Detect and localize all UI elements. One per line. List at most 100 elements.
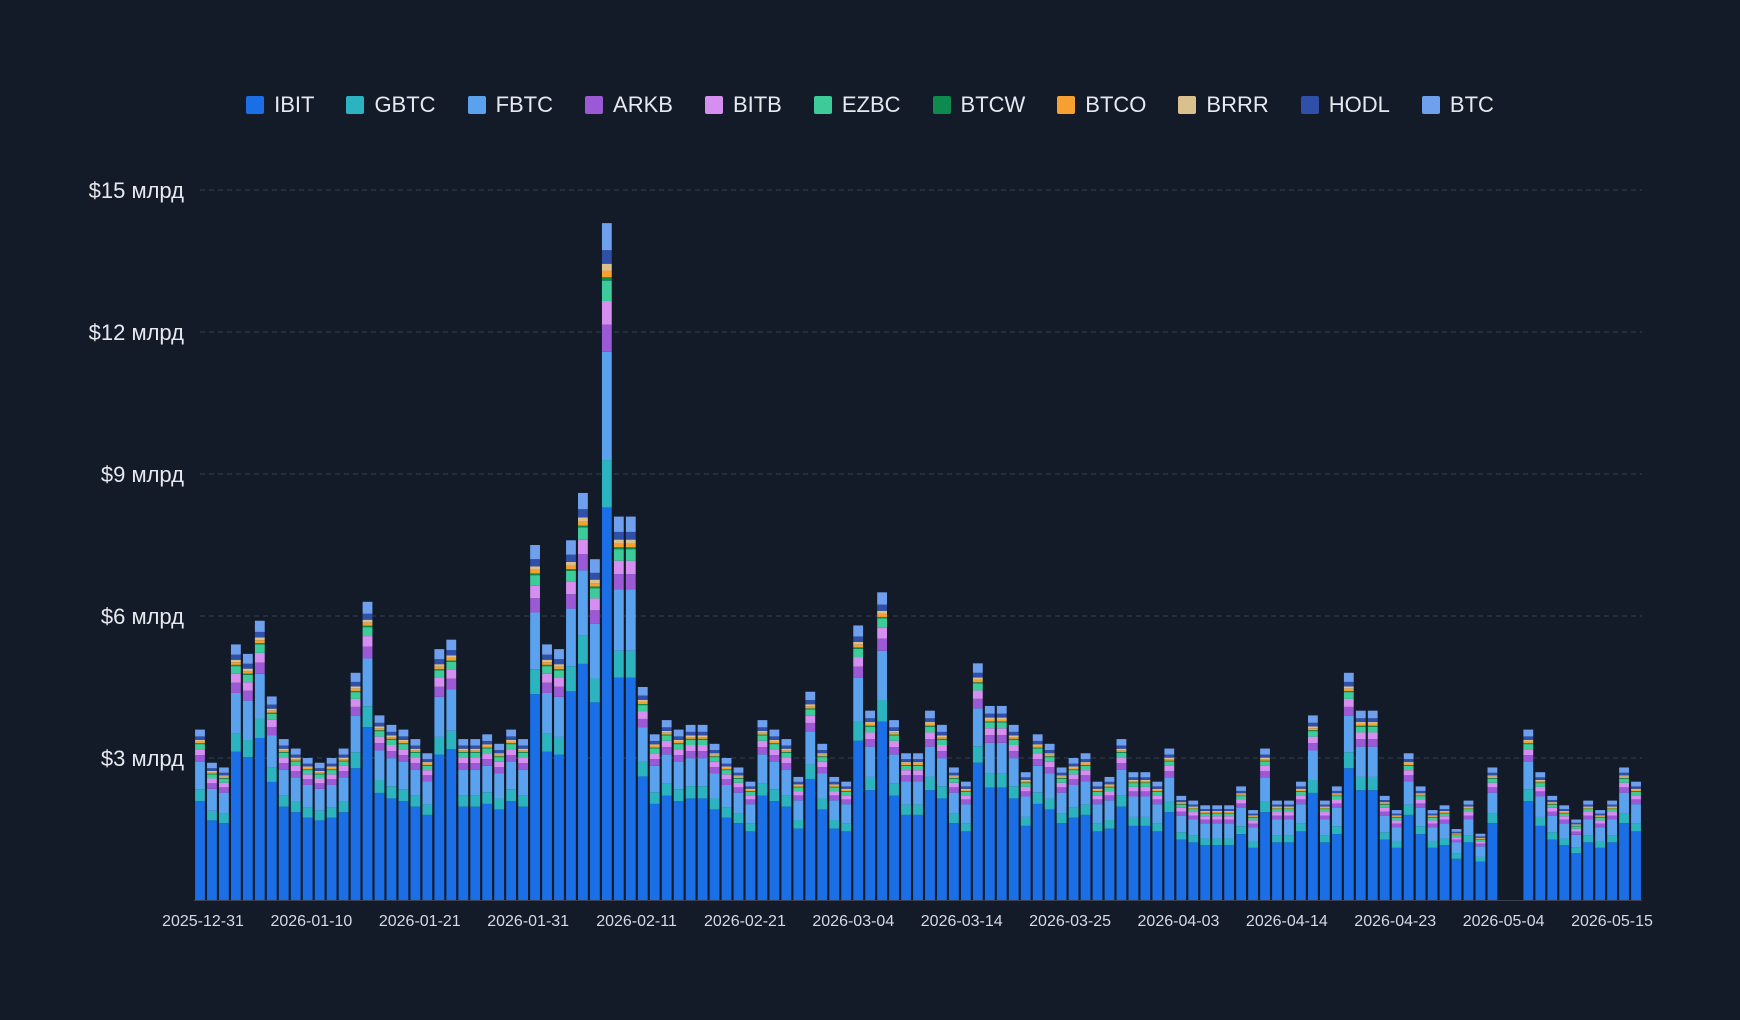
bar-stack[interactable]: [817, 743, 828, 900]
bar-stack[interactable]: [1559, 805, 1570, 900]
bar-stack[interactable]: [482, 734, 493, 900]
bar-stack[interactable]: [518, 739, 528, 900]
legend-item-btcw[interactable]: BTCW: [932, 92, 1025, 118]
bar-stack[interactable]: [1355, 710, 1366, 900]
bar-stack[interactable]: [673, 729, 684, 900]
bar-stack[interactable]: [1020, 772, 1031, 900]
bar-stack[interactable]: [829, 776, 840, 900]
bar-stack[interactable]: [374, 715, 385, 900]
bar-stack[interactable]: [1427, 810, 1438, 900]
bar-stack[interactable]: [1547, 795, 1558, 900]
bar-stack[interactable]: [601, 223, 612, 900]
bar-stack[interactable]: [1535, 772, 1546, 900]
bar-stack[interactable]: [925, 710, 935, 900]
bar-stack[interactable]: [254, 620, 265, 900]
bar-stack[interactable]: [984, 705, 995, 900]
bar-stack[interactable]: [865, 710, 876, 900]
bar-stack[interactable]: [1583, 800, 1594, 900]
legend-item-ibit[interactable]: IBIT: [246, 92, 314, 118]
bar-stack[interactable]: [841, 781, 852, 900]
bar-stack[interactable]: [1008, 724, 1019, 900]
bar-stack[interactable]: [1104, 776, 1115, 900]
bar-stack[interactable]: [1080, 753, 1091, 900]
bar-stack[interactable]: [1248, 810, 1258, 900]
bar-stack[interactable]: [1379, 795, 1390, 900]
bar-stack[interactable]: [1367, 710, 1378, 900]
bar-stack[interactable]: [1619, 767, 1629, 900]
bar-stack[interactable]: [1475, 833, 1486, 900]
bar-stack[interactable]: [625, 516, 636, 900]
bar-stack[interactable]: [1415, 786, 1426, 900]
bar-stack[interactable]: [278, 739, 289, 900]
bar-stack[interactable]: [1272, 800, 1282, 900]
bar-stack[interactable]: [1631, 781, 1641, 900]
bar-stack[interactable]: [733, 767, 744, 900]
legend-item-gbtc[interactable]: GBTC: [346, 92, 436, 118]
bar-stack[interactable]: [805, 691, 816, 900]
legend-item-hodl[interactable]: HODL: [1300, 92, 1390, 118]
bar-stack[interactable]: [1463, 800, 1474, 900]
bar-stack[interactable]: [362, 601, 373, 900]
bar-stack[interactable]: [314, 762, 325, 900]
bar-stack[interactable]: [219, 767, 229, 900]
bar-stack[interactable]: [1403, 753, 1414, 900]
bar-stack[interactable]: [697, 724, 708, 900]
bar-stack[interactable]: [1056, 767, 1067, 900]
bar-stack[interactable]: [554, 649, 564, 900]
bar-stack[interactable]: [1451, 829, 1462, 900]
bar-stack[interactable]: [1044, 743, 1055, 900]
bar-stack[interactable]: [1319, 800, 1330, 900]
bar-stack[interactable]: [1607, 800, 1617, 900]
bar-stack[interactable]: [530, 545, 540, 900]
bar-stack[interactable]: [1032, 734, 1043, 900]
bar-stack[interactable]: [1571, 819, 1582, 900]
bar-stack[interactable]: [386, 724, 397, 900]
bar-stack[interactable]: [1439, 805, 1450, 900]
bar-stack[interactable]: [937, 724, 947, 900]
bar-stack[interactable]: [434, 649, 445, 900]
bar-stack[interactable]: [338, 748, 349, 900]
bar-stack[interactable]: [350, 672, 361, 900]
bar-stack[interactable]: [290, 748, 301, 900]
bar-stack[interactable]: [1212, 805, 1223, 900]
bar-stack[interactable]: [901, 753, 911, 900]
bar-stack[interactable]: [470, 739, 481, 900]
bar-stack[interactable]: [1128, 772, 1139, 900]
bar-stack[interactable]: [494, 743, 505, 900]
bar-stack[interactable]: [398, 729, 409, 900]
bar-stack[interactable]: [242, 653, 253, 900]
bar-stack[interactable]: [721, 758, 732, 900]
bar-stack[interactable]: [1164, 748, 1175, 900]
bar-stack[interactable]: [458, 739, 469, 900]
bar-stack[interactable]: [542, 644, 552, 900]
bar-stack[interactable]: [1152, 781, 1163, 900]
bar-stack[interactable]: [1140, 772, 1151, 900]
bar-stack[interactable]: [1236, 786, 1247, 900]
bar-stack[interactable]: [446, 639, 457, 900]
bar-stack[interactable]: [1200, 805, 1211, 900]
bar-stack[interactable]: [877, 592, 888, 900]
bar-stack[interactable]: [266, 696, 277, 900]
bar-stack[interactable]: [853, 625, 864, 900]
bar-stack[interactable]: [745, 781, 756, 900]
bar-stack[interactable]: [1391, 810, 1402, 900]
bar-stack[interactable]: [1523, 729, 1534, 900]
bar-stack[interactable]: [613, 516, 624, 900]
bar-stack[interactable]: [649, 734, 660, 900]
bar-stack[interactable]: [578, 492, 588, 900]
bar-stack[interactable]: [996, 705, 1007, 900]
bar-stack[interactable]: [709, 743, 720, 900]
legend-item-bitb[interactable]: BITB: [704, 92, 782, 118]
legend-item-fbtc[interactable]: FBTC: [467, 92, 553, 118]
bar-stack[interactable]: [195, 729, 205, 900]
bar-stack[interactable]: [1331, 786, 1342, 900]
bar-stack[interactable]: [793, 776, 804, 900]
bar-stack[interactable]: [685, 724, 696, 900]
bar-stack[interactable]: [1308, 715, 1318, 900]
bar-stack[interactable]: [506, 729, 517, 900]
bar-stack[interactable]: [637, 687, 648, 900]
legend-item-brrr[interactable]: BRRR: [1178, 92, 1269, 118]
bar-stack[interactable]: [1092, 781, 1103, 900]
bar-stack[interactable]: [1116, 739, 1127, 900]
bar-stack[interactable]: [1343, 672, 1354, 900]
